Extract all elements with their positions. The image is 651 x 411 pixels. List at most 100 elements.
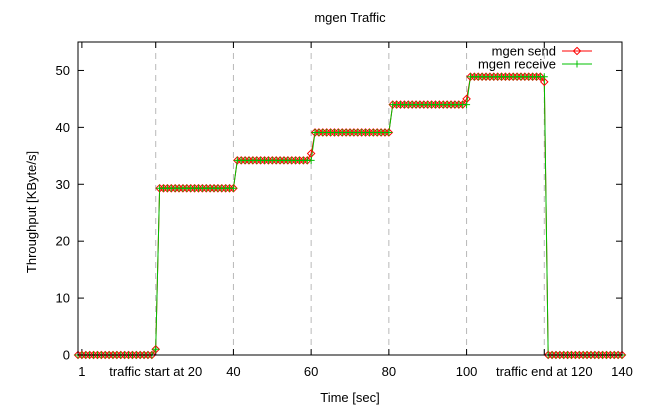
mgen-send-point <box>116 350 126 360</box>
mgen-send-point <box>337 128 347 137</box>
mgen-send-point <box>93 350 102 360</box>
mgen-send-point <box>551 350 561 360</box>
mgen-send-point <box>194 183 203 193</box>
mgen-send-line <box>78 76 622 356</box>
mgen-send-point <box>555 350 565 360</box>
mgen-send-point <box>598 350 607 360</box>
x-tick-label: 80 <box>382 364 396 379</box>
mgen-send-point <box>291 156 300 165</box>
y-tick-label: 10 <box>56 291 70 306</box>
mgen-send-point <box>493 72 502 82</box>
x-tick-label: traffic start at 20 <box>109 364 202 379</box>
mgen-send-point <box>198 183 207 193</box>
mgen-send-point <box>586 350 596 360</box>
mgen-receive-markers <box>74 73 626 359</box>
y-axis-title: Throughput [KByte/s] <box>24 151 39 273</box>
y-tick-label: 50 <box>56 63 70 78</box>
mgen-send-point <box>361 128 370 137</box>
mgen-send-point <box>225 183 234 193</box>
mgen-send-point <box>489 72 499 82</box>
legend-label-mgen-send: mgen send <box>492 44 556 59</box>
mgen-send-point <box>376 128 386 137</box>
mgen-send-point <box>349 128 359 137</box>
mgen-receive-point <box>152 345 160 353</box>
mgen-send-point <box>81 350 91 360</box>
mgen-send-point <box>481 72 491 82</box>
mgen-send-point <box>431 100 440 109</box>
mgen-send-point <box>85 350 94 360</box>
mgen-send-point <box>609 350 619 360</box>
mgen-send-point <box>326 128 335 137</box>
mgen-send-point <box>271 156 281 165</box>
x-tick-label: 140 <box>611 364 633 379</box>
mgen-send-point <box>248 156 258 165</box>
mgen-send-point <box>256 156 265 165</box>
mgen-send-point <box>400 100 409 109</box>
mgen-send-point <box>124 350 133 360</box>
mgen-send-point <box>415 100 425 109</box>
mgen-send-point <box>442 100 452 109</box>
mgen-send-point <box>524 72 534 82</box>
mgen-send-point <box>563 350 572 360</box>
mgen-send-point <box>112 350 122 360</box>
mgen-receive-line <box>78 76 622 356</box>
mgen-send-point <box>543 350 553 360</box>
mgen-send-point <box>505 72 514 82</box>
mgen-send-point <box>330 128 339 137</box>
x-tick-label: traffic end at 120 <box>496 364 593 379</box>
mgen-send-point <box>310 128 320 137</box>
y-tick-label: 0 <box>63 348 70 363</box>
mgen-send-point <box>567 350 576 360</box>
series-markers <box>73 72 627 360</box>
mgen-send-point <box>470 72 479 82</box>
mgen-send-point <box>221 183 230 193</box>
mgen-send-point <box>77 350 87 360</box>
mgen-send-point <box>357 128 366 137</box>
mgen-send-point <box>287 156 297 165</box>
mgen-receive-point <box>540 73 548 81</box>
mgen-send-point <box>532 72 541 82</box>
mgen-send-point <box>139 350 149 360</box>
mgen-receive-point <box>385 128 393 136</box>
mgen-send-point <box>182 183 192 193</box>
plot-frame <box>77 41 623 356</box>
mgen-send-point <box>345 128 355 137</box>
mgen-send-point <box>427 100 436 109</box>
mgen-send-point <box>423 100 433 109</box>
mgen-send-point <box>213 183 223 193</box>
legend-marker-mgen-receive <box>573 60 581 68</box>
x-axis-title: Time [sec] <box>320 390 379 405</box>
mgen-send-point <box>166 183 176 193</box>
x-tick-label: 60 <box>304 364 318 379</box>
mgen-send-point <box>384 128 394 137</box>
mgen-send-point <box>100 350 110 360</box>
mgen-send-point <box>155 183 164 193</box>
mgen-send-point <box>159 183 168 193</box>
x-tick-label: 40 <box>226 364 240 379</box>
mgen-send-point <box>392 100 401 109</box>
mgen-send-point <box>582 350 592 360</box>
mgen-send-point <box>512 72 522 82</box>
mgen-send-point <box>260 156 269 165</box>
mgen-send-markers <box>73 72 627 360</box>
mgen-send-point <box>419 100 429 109</box>
mgen-send-point <box>380 128 390 137</box>
mgen-send-point <box>606 350 615 360</box>
mgen-send-point <box>131 350 141 360</box>
mgen-send-point <box>446 100 456 109</box>
x-tick-label: 1 <box>78 364 85 379</box>
mgen-send-point <box>89 350 98 360</box>
mgen-send-point <box>120 350 129 360</box>
mgen-send-point <box>613 350 623 360</box>
mgen-send-point <box>283 156 293 165</box>
y-tick-label: 40 <box>56 120 70 135</box>
mgen-receive-point <box>463 101 471 109</box>
mgen-send-point <box>473 72 483 82</box>
mgen-send-point <box>135 350 145 360</box>
mgen-send-point <box>574 350 584 360</box>
mgen-send-point <box>147 350 157 360</box>
mgen-send-point <box>578 350 588 360</box>
mgen-send-point <box>97 350 106 360</box>
mgen-send-point <box>501 72 510 82</box>
